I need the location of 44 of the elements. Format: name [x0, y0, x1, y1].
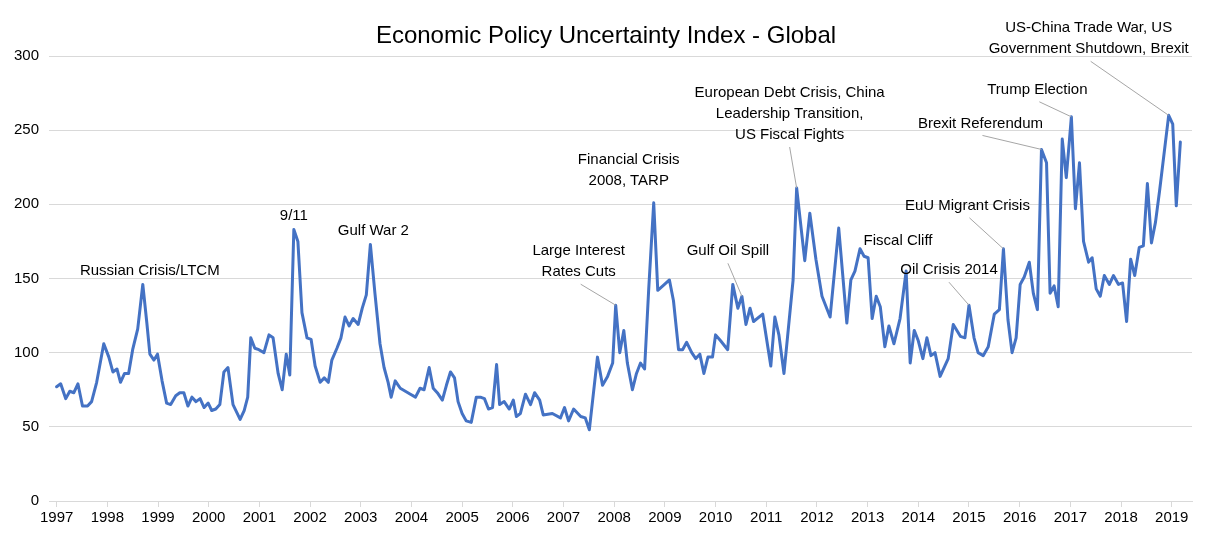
x-tick-label: 2000 [192, 508, 226, 526]
annotation: Fiscal Cliff [863, 230, 934, 248]
annotation: Brexit Referendum [917, 113, 1043, 131]
annotation: 9/11 [279, 205, 308, 223]
x-tick-label: 2011 [750, 508, 783, 526]
annotation: US-China Trade War, US Government Shutdown, Brexit [988, 18, 1190, 57]
annotation: European Debt Crisis, China Leadership Transition, US Fiscal Fights [694, 83, 886, 143]
x-tick-label: 2001 [242, 508, 277, 526]
annotation: Gulf Oil Spill [686, 241, 770, 259]
x-tick-label: 2007 [546, 508, 581, 526]
x-tick-label: 2015 [952, 508, 986, 526]
x-tick-label: 2008 [597, 508, 631, 526]
x-tick-label: 2013 [850, 508, 885, 526]
y-tick-label: 50 [22, 416, 40, 434]
x-tick-label: 2012 [800, 508, 834, 526]
x-tick-label: 2002 [293, 508, 327, 526]
chart-title: Economic Policy Uncertainty Index - Global [375, 20, 837, 48]
x-tick-label: 2017 [1053, 508, 1088, 526]
x-tick-label: 2009 [648, 508, 682, 526]
x-tick-label: 1998 [90, 508, 124, 526]
y-tick-label: 250 [14, 120, 40, 138]
annotation: Trump Election [987, 79, 1088, 97]
x-tick-label: 2006 [496, 508, 530, 526]
annotation: Financial Crisis 2008, TARP [577, 149, 680, 188]
x-tick-label: 2003 [344, 508, 378, 526]
x-tick-label: 1999 [141, 508, 175, 526]
y-tick-label: 150 [14, 268, 40, 286]
x-tick-label: 2019 [1155, 508, 1189, 526]
y-tick-label: 200 [14, 194, 40, 212]
x-tick-label: 2004 [394, 508, 429, 526]
y-tick-label: 0 [30, 491, 40, 509]
annotation: EuU Migrant Crisis [904, 195, 1030, 213]
x-tick-label: 2010 [698, 508, 733, 526]
x-tick-label: 2014 [901, 508, 935, 526]
x-tick-label: 2005 [445, 508, 479, 526]
annotation: Russian Crisis/LTCM [79, 260, 220, 278]
annotation: Large Interest Rates Cuts [532, 241, 626, 280]
x-tick-label: 1997 [39, 508, 74, 526]
x-tick-label: 2016 [1002, 508, 1037, 526]
annotation: Oil Crisis 2014 [900, 260, 998, 278]
x-tick-label: 2018 [1104, 508, 1138, 526]
y-tick-label: 300 [14, 46, 40, 64]
y-tick-label: 100 [14, 342, 40, 360]
annotation: Gulf War 2 [337, 220, 409, 238]
